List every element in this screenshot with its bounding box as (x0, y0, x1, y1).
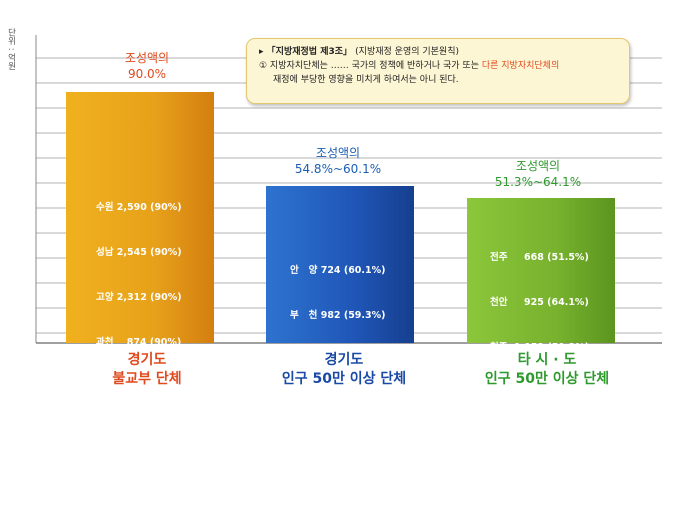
data-label: 수원 2,590 (90%) (96, 202, 182, 213)
data-label: 과천 874 (90%) (96, 337, 182, 348)
category-label-2: 경기도 인구 50만 이상 단체 (252, 351, 436, 389)
data-label: 창원 1,900 (57.2%) (490, 432, 590, 443)
data-label: 포항 659 (51.3%) (490, 387, 589, 398)
category-2-line2: 인구 50만 이상 단체 (281, 371, 407, 387)
law-text-red: 다른 지방자치단체의 (481, 61, 560, 71)
data-label: 천안 925 (64.1%) (490, 297, 589, 308)
law-note-box: ▸ 「지방재정법 제3조」 (지방재정 운영의 기본원칙) ① 지방자치단체는 … (246, 38, 630, 104)
bar2-percentage-label: 조성액의 54.8%~60.1% (258, 145, 418, 177)
data-label: 남양주 810 (54.8%) (290, 400, 385, 411)
bar3-percentage-label: 조성액의 51.3%~64.1% (458, 158, 618, 190)
data-label: 김해 999 (54.6%) (490, 477, 589, 488)
bar2-label-line1: 조성액의 (315, 146, 361, 160)
data-label: 부 천 982 (59.3%) (290, 310, 386, 321)
bar1-label-line1: 조성액의 (124, 51, 170, 65)
category-label-3: 타 시 · 도 인구 50만 이상 단체 (455, 351, 639, 389)
note-bullet-icon: ▸ (259, 47, 264, 57)
law-title: 「지방재정법 제3조」 (266, 47, 353, 57)
bar-gyeonggi-500k (266, 186, 414, 343)
data-label: 안 양 724 (60.1%) (290, 265, 386, 276)
bar2-label-line2: 54.8%~60.1% (294, 162, 382, 176)
law-subtitle: (지방재정 운영의 기본원칙) (355, 47, 459, 57)
data-label: 안 산 858 (58.9%) (290, 355, 386, 366)
law-note-line1: ① 지방자치단체는 …… 국가의 정책에 반하거나 국가 또는 다른 지방자치단… (259, 59, 617, 73)
data-label: 용인 2,668 (90%) (96, 427, 182, 438)
data-label: 성남 2,545 (90%) (96, 247, 182, 258)
law-note-title: ▸ 「지방재정법 제3조」 (지방재정 운영의 기본원칙) (259, 45, 617, 59)
category-1-line1: 경기도 (127, 352, 167, 368)
data-label: 전주 668 (51.5%) (490, 252, 589, 263)
law-note-line2: 재정에 부당한 영향을 미치게 하여서는 아니 된다. (273, 75, 459, 85)
chart-area (35, 35, 662, 344)
category-1-line2: 불교부 단체 (112, 371, 182, 387)
law-text-a: ① 지방자치단체는 …… 국가의 정책에 반하거나 국가 또는 (259, 61, 479, 71)
bar-other-500k (467, 198, 615, 343)
unit-label: 단위 : 억원 (6, 28, 16, 71)
bar1-percentage-label: 조성액의 90.0% (78, 50, 216, 82)
bar3-label-line1: 조성액의 (515, 159, 561, 173)
data-label: 청주 1,152 (59.3%) (490, 342, 590, 353)
category-label-1: 경기도 불교부 단체 (68, 351, 226, 389)
bar2-value-list: 안 양 724 (60.1%) 부 천 982 (59.3%) 안 산 858 … (290, 233, 386, 428)
category-3-line2: 인구 50만 이상 단체 (484, 371, 610, 387)
data-label: 고양 2,312 (90%) (96, 292, 182, 303)
bar1-value-list: 수원 2,590 (90%) 성남 2,545 (90%) 고양 2,312 (… (96, 170, 182, 455)
bar3-label-line2: 51.3%~64.1% (494, 175, 582, 189)
category-2-line1: 경기도 (324, 352, 364, 368)
bar1-label-line2: 90.0% (127, 67, 167, 81)
bar-gyeonggi-non-grant (66, 92, 214, 343)
data-label: 화성 3,007 (90%) (96, 382, 182, 393)
category-3-line1: 타 시 · 도 (517, 352, 577, 368)
